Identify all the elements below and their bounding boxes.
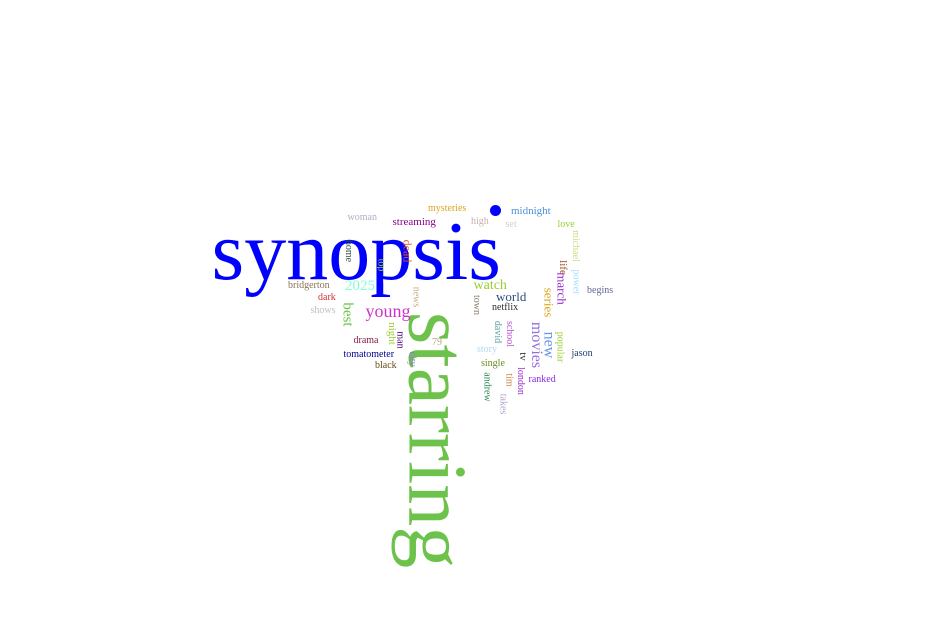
word-school: school [504,320,516,348]
word-ranked: ranked [528,374,556,385]
word-begins: begins [587,285,614,296]
word-home: home [343,239,355,263]
word-dark: dark [318,292,336,303]
word-world: world [496,288,527,304]
word-shows: shows [310,305,336,316]
word-series: series [541,287,557,317]
word-bridgerton: bridgerton [288,280,330,291]
word-march: march [554,271,570,305]
word-news: news [409,286,421,308]
word-dead: dead [399,239,414,263]
word-single: single [481,358,505,369]
word-david: david [492,320,504,344]
word-streaming: streaming [392,215,436,228]
word-mysteries: mysteries [428,203,467,214]
word-netflix: netflix [492,302,519,313]
word-popular: popular [553,331,565,363]
word-high: high [471,216,489,227]
word-set: set [505,219,517,230]
word-love: love [557,219,575,230]
word-tomatometer: tomatometer [343,349,395,360]
word-2025: 2025 [345,277,375,294]
word-michael: michael [569,230,581,262]
word-power: power [570,269,581,295]
word-jason: jason [571,348,593,359]
word-79: 79 [432,337,442,348]
word-takes: takes [496,393,508,415]
word-city: city [406,351,417,367]
word-man: man [394,331,406,349]
word-starring: starring [389,311,483,569]
word-andrew: andrew [481,372,493,402]
word-woman: woman [347,212,377,223]
dot-marker [490,205,501,216]
word-london: london [514,367,526,395]
word-top: top [374,258,386,272]
word-black: black [375,360,397,371]
word-tv: tv [516,351,529,361]
word-drama: drama [353,335,379,346]
word-town: town [471,295,482,315]
word-story: story [477,344,497,355]
word-life: life [556,259,569,275]
word-watch: watch [473,278,507,293]
word-best: best [339,301,356,327]
word-tim: tim [503,373,515,387]
word-midnight: midnight [511,204,551,217]
word-young: young [365,301,411,321]
word-synopsis: synopsis [211,205,501,298]
